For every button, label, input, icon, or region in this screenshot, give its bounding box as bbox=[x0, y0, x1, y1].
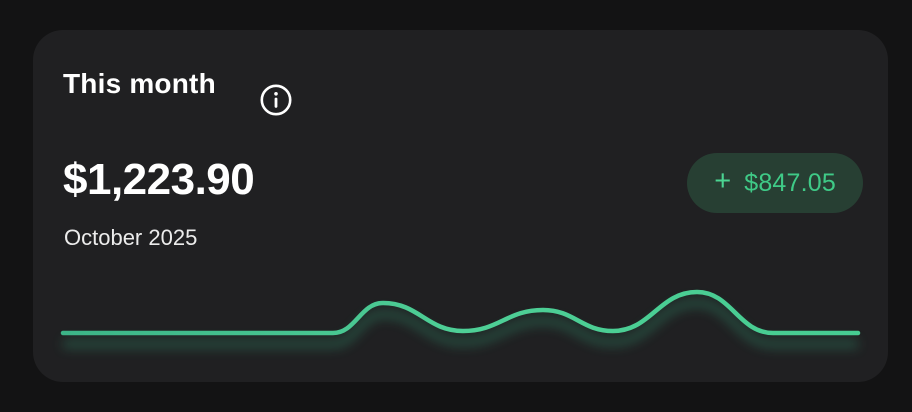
this-month-card: This month $1,223.90 October 2025 + $847… bbox=[33, 30, 888, 382]
card-title: This month bbox=[63, 68, 216, 99]
info-icon[interactable] bbox=[259, 83, 293, 117]
plus-icon: + bbox=[714, 165, 732, 197]
amount-value: $1,223.90 bbox=[63, 155, 255, 204]
card-header: This month bbox=[63, 68, 216, 100]
period-label: October 2025 bbox=[64, 225, 198, 250]
added-amount-badge[interactable]: + $847.05 bbox=[687, 153, 863, 213]
sparkline-glow bbox=[63, 298, 858, 349]
badge-amount: $847.05 bbox=[744, 168, 836, 197]
sparkline-chart bbox=[60, 289, 861, 349]
sparkline-line bbox=[60, 289, 861, 336]
